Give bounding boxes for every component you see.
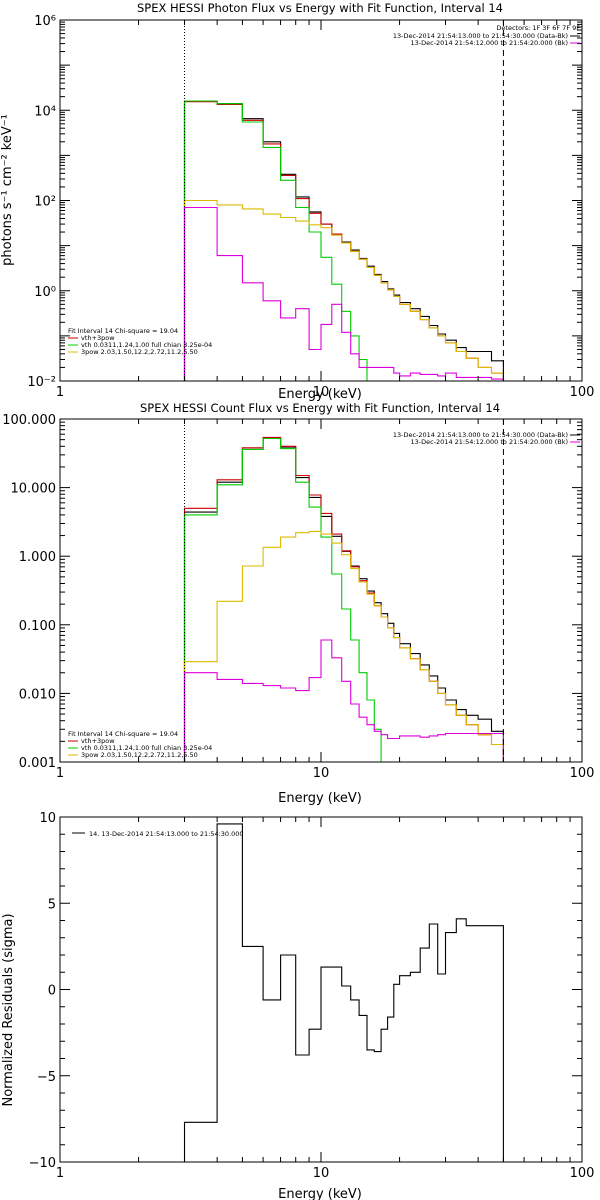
panel1-x-tick-label: 100 <box>570 385 595 400</box>
panel3-y-tick-label: −10 <box>29 1156 56 1171</box>
panel1-y-tick-label: 10⁴ <box>34 104 56 119</box>
panel1-axes: 1 10 100 10⁻² 10⁰ 10² 10⁴ 10⁶ <box>27 14 594 400</box>
panel2-x-axis-label: Energy (keV) <box>278 791 362 806</box>
panel2-series-3pow <box>183 530 504 762</box>
panel2-series-data-bk <box>183 437 504 762</box>
panel3-x-tick-label: 1 <box>56 1166 64 1181</box>
panel2-y-tick-label: 1.000 <box>19 550 56 565</box>
panel1-legend-entry-data: 13-Dec-2014 21:54:13.000 to 21:54:30.000… <box>393 32 568 40</box>
panel2-title: SPEX HESSI Count Flux vs Energy with Fit… <box>140 401 500 415</box>
panel1-series-group <box>183 100 504 381</box>
panel1-series-bk <box>183 206 504 381</box>
panel2-fit-entry-1: vth+3pow <box>81 737 115 745</box>
panel1-y-tick-label: 10⁻² <box>27 375 56 390</box>
panel1-fit-entry-2: vth 0.0311,1.24,1.00 full chian 3.25e-04 <box>81 341 212 349</box>
panel2-legend-entry-data: 13-Dec-2014 21:54:13.000 to 21:54:30.000… <box>393 431 568 439</box>
panel2-series-vth-3pow <box>183 436 504 762</box>
panel2-y-tick-label: 0.100 <box>19 619 56 634</box>
panel1-fit-entry-1: vth+3pow <box>81 334 115 342</box>
panel1-y-tick-label: 10⁰ <box>34 285 56 300</box>
panel3-axes: 1 10 100 −10 −5 0 5 10 <box>29 811 595 1181</box>
count-flux-panel: SPEX HESSI Count Flux vs Energy with Fit… <box>2 401 594 806</box>
panel1-series-vth <box>183 100 375 381</box>
panel1-series-3pow <box>183 199 504 381</box>
panel1-fit-entry-3: 3pow 2.03,1.50,12.2,2.72,11.2,5.50 <box>81 348 198 356</box>
panel3-y-tick-label: 10 <box>39 811 56 826</box>
panel3-series-residuals <box>183 823 504 1162</box>
photon-flux-panel: SPEX HESSI Photon Flux vs Energy with Fi… <box>0 1 594 402</box>
panel2-x-tick-label: 10 <box>313 766 330 781</box>
panel2-fit-entry-2: vth 0.0311,1.24,1.00 full chian 3.25e-04 <box>81 744 212 752</box>
panel1-title: SPEX HESSI Photon Flux vs Energy with Fi… <box>137 1 503 15</box>
panel2-x-tick-label: 100 <box>570 766 595 781</box>
panel2-series-group <box>183 436 504 762</box>
panel2-y-tick-label: 10.000 <box>11 482 57 497</box>
panel1-y-axis-label: photons s⁻¹ cm⁻² keV⁻¹ <box>0 114 15 266</box>
panel1-x-tick-label: 10 <box>313 385 330 400</box>
panel2-y-tick-label: 100.000 <box>2 413 56 428</box>
panel1-series-data-bk <box>183 100 504 381</box>
panel2-fit-entry-3: 3pow 2.03,1.50,12.2,2.72,11.2,5.50 <box>81 751 198 759</box>
residuals-panel: 1 10 100 −10 −5 0 5 10 Energy (keV) Normalized … <box>1 811 594 1200</box>
panel3-series-group <box>183 823 504 1162</box>
panel1-x-tick-label: 1 <box>56 385 64 400</box>
panel2-axes: 1 10 100 0.001 0.010 0.100 1.000 10.000 100.000 <box>2 413 594 781</box>
panel2-x-tick-label: 1 <box>56 766 64 781</box>
panel3-x-tick-label: 100 <box>570 1166 595 1181</box>
panel2-y-tick-label: 0.001 <box>19 756 56 771</box>
panel2-fit-header: Fit Interval 14 Chi-square = 19.04 <box>68 730 178 738</box>
panel3-legend-entry: 14. 13-Dec-2014 21:54:13.000 to 21:54:30… <box>89 830 244 838</box>
panel1-y-tick-label: 10² <box>34 195 56 210</box>
panel2-y-tick-label: 0.010 <box>19 687 56 702</box>
panel2-series-bk <box>183 639 504 762</box>
panel1-y-tick-label: 10⁶ <box>34 14 56 29</box>
panel3-y-tick-label: 5 <box>48 897 56 912</box>
panel1-series-vth-3pow <box>183 101 504 381</box>
panel1-x-axis-label: Energy (keV) <box>278 387 362 402</box>
panel2-legend-entry-bk: 13-Dec-2014 21:54:12.000 to 21:54:20.000… <box>411 438 569 446</box>
panel1-legend-entry-bk: 13-Dec-2014 21:54:12.000 to 21:54:20.000… <box>411 39 569 47</box>
panel3-x-axis-label: Energy (keV) <box>278 1187 362 1200</box>
panel3-y-tick-label: 0 <box>48 984 56 999</box>
panel1-legend-title: Detectors: 1F 3F 6F 7F 9F <box>496 24 580 32</box>
panel2-series-vth <box>183 437 389 762</box>
panel3-x-tick-label: 10 <box>313 1166 330 1181</box>
panel3-y-tick-label: −5 <box>37 1070 56 1085</box>
panel3-y-axis-label: Normalized Residuals (sigma) <box>1 913 16 1106</box>
panel1-fit-header: Fit Interval 14 Chi-square = 19.04 <box>68 327 178 335</box>
